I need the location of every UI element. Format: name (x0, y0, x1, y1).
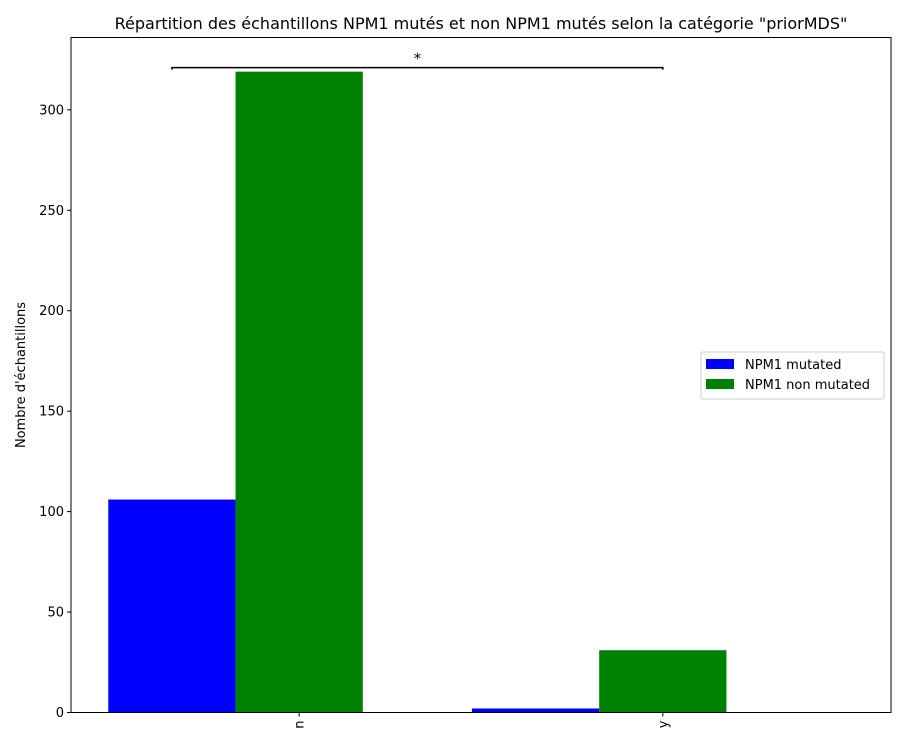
y-tick-label: 250 (39, 204, 64, 219)
y-axis: 0 50 100 150 200 250 300 (39, 103, 71, 721)
bar-npm1-mutated-n (108, 499, 236, 713)
y-tick-label: 50 (47, 606, 64, 621)
legend-swatch (706, 379, 734, 389)
x-tick-label-y: y (656, 720, 671, 728)
bar-npm1-mutated-y (471, 708, 600, 713)
significance-annotation: * (171, 50, 664, 70)
y-axis-label: Nombre d'échantillons (14, 302, 29, 448)
chart-title: Répartition des échantillons NPM1 mutés … (115, 14, 848, 33)
legend: NPM1 mutated NPM1 non mutated (700, 351, 885, 400)
legend-label: NPM1 mutated (745, 358, 842, 373)
legend-swatch (706, 359, 734, 369)
x-tick-label-n: n (293, 721, 308, 729)
y-tick-label: 150 (39, 405, 64, 420)
y-tick-label: 200 (39, 304, 64, 319)
legend-frame (700, 351, 885, 400)
y-tick-label: 0 (56, 706, 64, 721)
y-tick-label: 100 (39, 505, 64, 520)
bar-npm1-non-mutated-y (599, 650, 727, 713)
significance-marker: * (414, 50, 422, 68)
legend-label: NPM1 non mutated (745, 378, 870, 393)
plot-frame (70, 37, 892, 713)
bars-layer (108, 71, 727, 713)
y-tick-label: 300 (39, 103, 64, 118)
significance-bracket (171, 66, 664, 70)
bar-npm1-non-mutated-n (235, 71, 363, 713)
